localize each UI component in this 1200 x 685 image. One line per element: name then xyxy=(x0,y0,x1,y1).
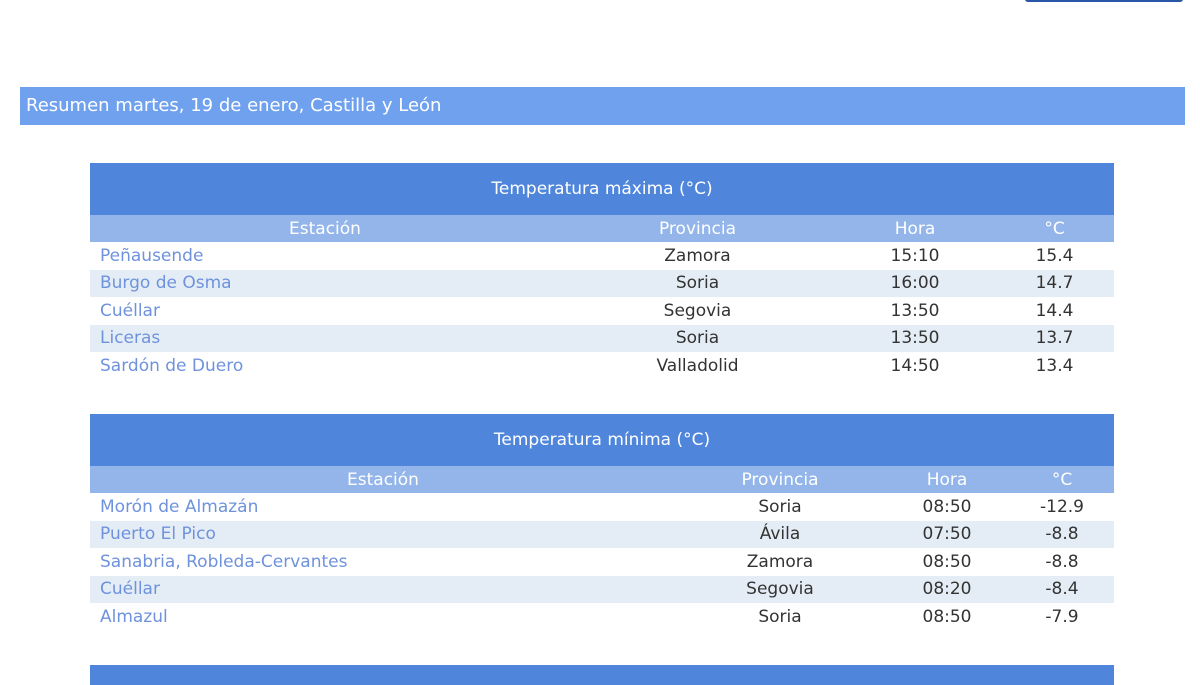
column-header: Provincia xyxy=(676,466,884,493)
time-cell: 14:50 xyxy=(890,355,940,376)
province-cell: Ávila xyxy=(676,520,884,548)
station-link[interactable]: Sardón de Duero xyxy=(100,355,244,376)
temperature-cell: -8.4 xyxy=(1010,575,1115,603)
province-cell: Zamora xyxy=(746,551,814,572)
station-link[interactable]: Cuéllar xyxy=(100,300,160,321)
province-cell: Soria xyxy=(758,496,802,517)
time-cell: 08:50 xyxy=(922,496,972,517)
table-row: Cuéllar Segovia 13:50 14.4 xyxy=(90,297,1114,325)
max-temperature-table: Temperatura máxima (°C) Estación Provincia… xyxy=(90,163,1115,380)
province-cell: Soria xyxy=(560,269,835,297)
temperature-cell: 13.7 xyxy=(995,324,1115,352)
station-link[interactable]: Burgo de Osma xyxy=(90,269,560,297)
station-link[interactable]: Cuéllar xyxy=(90,575,676,603)
province-cell: Soria xyxy=(560,324,835,352)
top-button[interactable] xyxy=(1025,0,1183,2)
column-header: Estación xyxy=(90,215,560,242)
table-row: Sardón de Duero Valladolid 14:50 13.4 xyxy=(90,352,1114,380)
table-row: Morón de Almazán Soria 08:50 -12.9 xyxy=(90,493,1114,521)
table-row: Liceras Soria 13:50 13.7 xyxy=(90,324,1115,352)
min-temperature-table: Temperatura mínima (°C) Estación Provincia… xyxy=(90,414,1115,631)
column-header: Hora xyxy=(835,215,995,242)
temperature-cell: 13.4 xyxy=(1035,355,1074,376)
province-cell: Valladolid xyxy=(656,355,739,376)
temperature-cell: -8.8 xyxy=(1010,520,1115,548)
time-cell: 08:50 xyxy=(922,551,972,572)
next-table-header xyxy=(90,665,1114,685)
table-row: Cuéllar Segovia 08:20 -8.4 xyxy=(90,575,1115,603)
time-cell: 13:50 xyxy=(890,300,940,321)
temperature-cell: 15.4 xyxy=(1035,245,1074,266)
column-header: °C xyxy=(1010,466,1115,493)
table-row: Sanabria, Robleda-Cervantes Zamora 08:50 -8… xyxy=(90,548,1114,576)
province-cell: Segovia xyxy=(663,300,732,321)
time-cell: 07:50 xyxy=(884,520,1010,548)
temperature-cell: 14.7 xyxy=(995,269,1115,297)
temperature-cell: -8.8 xyxy=(1045,551,1079,572)
province-cell: Soria xyxy=(758,606,802,627)
time-cell: 08:50 xyxy=(922,606,972,627)
province-cell: Zamora xyxy=(664,245,731,266)
temperature-cell: 14.4 xyxy=(1035,300,1074,321)
table-row: Peñausende Zamora 15:10 15.4 xyxy=(90,242,1114,270)
temperature-cell: -7.9 xyxy=(1045,606,1079,627)
province-cell: Segovia xyxy=(676,575,884,603)
time-cell: 08:20 xyxy=(884,575,1010,603)
station-link[interactable]: Peñausende xyxy=(100,245,204,266)
table-row: Almazul Soria 08:50 -7.9 xyxy=(90,603,1114,631)
temperature-cell: -12.9 xyxy=(1040,496,1085,517)
summary-banner: Resumen martes, 19 de enero, Castilla y … xyxy=(20,87,1185,125)
table-row: Puerto El Pico Ávila 07:50 -8.8 xyxy=(90,520,1115,548)
column-header: Estación xyxy=(90,466,676,493)
column-header: °C xyxy=(995,215,1115,242)
column-header: Provincia xyxy=(560,215,835,242)
station-link[interactable]: Morón de Almazán xyxy=(100,496,259,517)
table-title: Temperatura máxima (°C) xyxy=(90,163,1115,215)
station-link[interactable]: Liceras xyxy=(90,324,560,352)
station-link[interactable]: Almazul xyxy=(100,606,168,627)
table-row: Burgo de Osma Soria 16:00 14.7 xyxy=(90,269,1115,297)
column-header: Hora xyxy=(884,466,1010,493)
time-cell: 13:50 xyxy=(835,324,995,352)
time-cell: 16:00 xyxy=(835,269,995,297)
table-title: Temperatura mínima (°C) xyxy=(90,414,1115,466)
station-link[interactable]: Puerto El Pico xyxy=(90,520,676,548)
station-link[interactable]: Sanabria, Robleda-Cervantes xyxy=(100,551,348,572)
time-cell: 15:10 xyxy=(890,245,940,266)
